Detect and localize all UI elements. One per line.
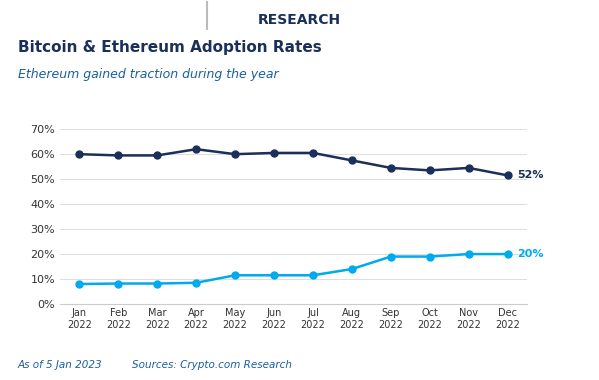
Text: 20%: 20% <box>518 249 544 259</box>
Text: Sources: Crypto.com Research: Sources: Crypto.com Research <box>132 361 292 370</box>
Text: 52%: 52% <box>518 170 544 180</box>
Text: RESEARCH: RESEARCH <box>258 13 341 27</box>
Text: Ethereum gained traction during the year: Ethereum gained traction during the year <box>18 68 279 81</box>
Text: Bitcoin & Ethereum Adoption Rates: Bitcoin & Ethereum Adoption Rates <box>18 40 322 55</box>
Text: As of 5 Jan 2023: As of 5 Jan 2023 <box>18 361 102 370</box>
